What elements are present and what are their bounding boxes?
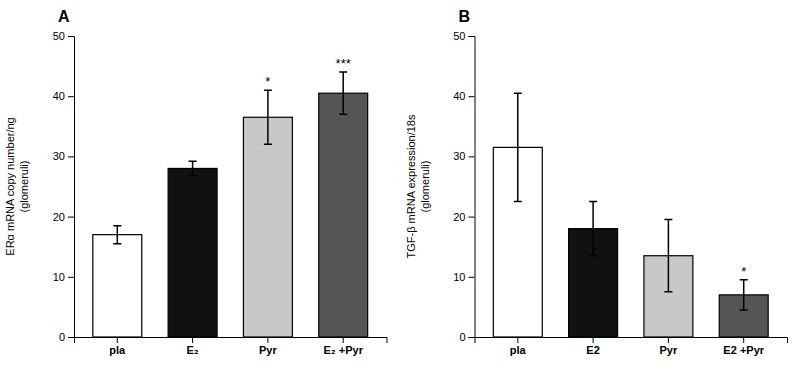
y-tick: 0 (59, 331, 74, 343)
y-axis: 0 10 20 30 40 50 (453, 30, 475, 343)
x-tick: E₂ +Pyr (323, 337, 363, 356)
x-tick-mark (743, 337, 744, 343)
y-axis: 0 10 20 30 40 50 (53, 30, 75, 343)
y-tick: 20 (453, 211, 474, 223)
bar (319, 93, 368, 337)
x-axis-line (75, 338, 388, 344)
y-tick: 50 (53, 30, 74, 42)
y-tick-mark (68, 277, 74, 278)
y-tick: 10 (453, 271, 474, 283)
x-axis-line (475, 338, 788, 344)
y-tick: 20 (53, 211, 74, 223)
y-tick-label: 10 (453, 271, 465, 283)
panel-title: B (459, 8, 471, 25)
x-tick-mark (668, 337, 669, 343)
significance-labels: * (741, 264, 746, 279)
y-tick-label: 20 (53, 211, 65, 223)
y-tick: 30 (453, 150, 474, 162)
y-tick: 50 (453, 30, 474, 42)
y-tick-label: 10 (53, 271, 65, 283)
error-bar (339, 72, 347, 114)
y-axis-title: TGF-β mRNA expression/18s(glomeruli) (405, 114, 431, 258)
error-bar (589, 202, 597, 256)
x-tick: E₂ (186, 337, 198, 356)
error-bar (740, 280, 748, 310)
x-tick-label: E2 +Pyr (723, 344, 764, 356)
error-bar (113, 226, 121, 244)
x-tick-mark (267, 337, 268, 343)
y-axis-title-line: ERα mRNA copy number/ng (4, 117, 16, 255)
y-tick-mark (68, 96, 74, 97)
y-tick-label: 20 (453, 211, 465, 223)
y-tick: 40 (53, 90, 74, 102)
x-tick-label: E₂ (186, 344, 198, 356)
x-axis: pla E2 Pyr E2 +Pyr (475, 337, 788, 356)
bar (243, 117, 292, 337)
y-tick-label: 30 (453, 150, 465, 162)
x-tick: E2 (586, 337, 599, 356)
y-tick-label: 50 (453, 30, 465, 42)
marks (493, 93, 768, 337)
y-tick-mark (68, 156, 74, 157)
x-axis: pla E₂ Pyr E₂ +Pyr (75, 337, 388, 356)
error-bar (664, 220, 672, 292)
y-tick-mark (469, 96, 475, 97)
y-tick-mark (68, 36, 74, 37)
x-tick: pla (109, 337, 126, 356)
x-tick-label: Pyr (259, 344, 277, 356)
y-tick-mark (469, 156, 475, 157)
y-tick-mark (68, 217, 74, 218)
significance-labels: **** (265, 56, 350, 89)
panel: 0 10 20 30 40 50 pla E2 Pyr E2 +Pyr * TGF-β mRNA ex… (405, 8, 788, 356)
y-tick: 30 (53, 150, 74, 162)
y-axis-line (68, 37, 75, 338)
x-tick-label: E₂ +Pyr (323, 344, 363, 356)
x-tick: Pyr (660, 337, 678, 356)
x-tick: pla (510, 337, 527, 356)
error-bar (264, 90, 272, 144)
x-tick-mark (343, 337, 344, 343)
y-tick-mark (469, 36, 475, 37)
y-tick-label: 30 (53, 150, 65, 162)
error-bar (514, 93, 522, 201)
y-tick-label: 40 (53, 90, 65, 102)
significance-label: * (265, 74, 270, 89)
x-tick-mark (192, 337, 193, 343)
significance-label: * (741, 264, 746, 279)
y-tick-label: 0 (59, 331, 65, 343)
x-tick: E2 +Pyr (723, 337, 764, 356)
panel-title: A (58, 8, 70, 25)
panel: 01020304050plaE₂PyrE₂ +Pyr****ERα mRNA c… (4, 8, 387, 356)
x-tick-label: E2 (586, 344, 599, 356)
x-tick-label: pla (109, 344, 126, 356)
chart-canvas: 01020304050plaE₂PyrE₂ +Pyr****ERα mRNA c… (0, 0, 801, 367)
y-tick-label: 50 (53, 30, 65, 42)
x-tick-label: pla (510, 344, 527, 356)
error-bar (189, 161, 197, 175)
x-tick-mark (517, 337, 518, 343)
bar (93, 235, 142, 337)
y-tick: 40 (453, 90, 474, 102)
x-tick: Pyr (259, 337, 277, 356)
y-axis-title-line: TGF-β mRNA expression/18s (405, 114, 417, 258)
y-tick-mark (469, 337, 475, 338)
x-tick-mark (117, 337, 118, 343)
x-tick-mark (593, 337, 594, 343)
y-axis-title-line: (glomeruli) (18, 161, 30, 213)
y-tick-label: 0 (459, 331, 465, 343)
y-tick: 0 (459, 331, 474, 343)
y-tick-mark (469, 217, 475, 218)
y-axis-line (469, 37, 476, 338)
y-tick: 10 (53, 271, 74, 283)
marks (93, 72, 368, 337)
y-tick-label: 40 (453, 90, 465, 102)
y-axis-title-line: (glomeruli) (419, 161, 431, 213)
y-tick-mark (68, 337, 74, 338)
significance-label: *** (336, 56, 351, 71)
y-tick-mark (469, 277, 475, 278)
x-tick-label: Pyr (660, 344, 678, 356)
y-axis-title: ERα mRNA copy number/ng(glomeruli) (4, 117, 30, 255)
bar (168, 168, 217, 337)
